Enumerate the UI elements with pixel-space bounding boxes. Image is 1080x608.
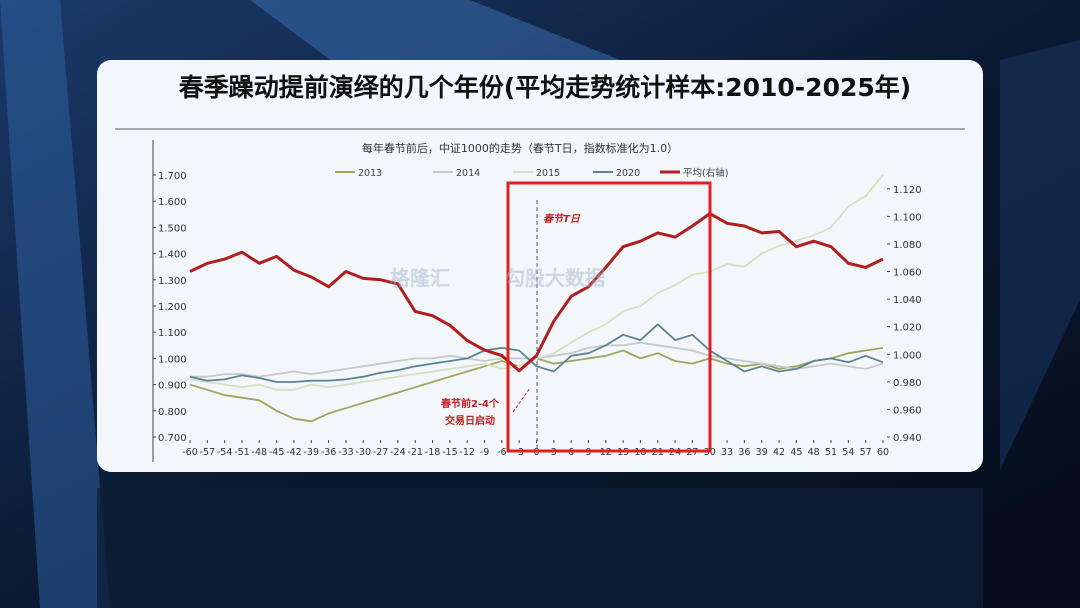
y-tick-label: 1.000 xyxy=(158,354,187,365)
x-tick-label: -6 xyxy=(497,447,506,458)
x-tick-label: -39 xyxy=(304,447,320,458)
y-tick-label: 1.400 xyxy=(158,250,187,261)
y-tick-label: 1.500 xyxy=(158,223,187,234)
y2-tick-label: 1.120 xyxy=(893,185,922,196)
x-tick-label: -30 xyxy=(355,447,371,458)
x-tick-label: 36 xyxy=(738,447,750,458)
x-tick-label: 33 xyxy=(721,447,733,458)
x-tick-label: -12 xyxy=(459,447,475,458)
x-tick-label: -18 xyxy=(425,447,441,458)
annotation: 交易日启动 xyxy=(445,414,495,427)
y2-tick-label: 0.980 xyxy=(893,378,922,389)
y-tick-label: 1.600 xyxy=(158,197,187,208)
y2-tick-label: 1.100 xyxy=(893,212,922,223)
highlight-box xyxy=(506,181,712,453)
annotation: 春节前2-4个 xyxy=(441,397,500,410)
x-tick-label: 48 xyxy=(808,447,820,458)
y2-tick-label: 1.040 xyxy=(893,295,922,306)
x-tick-label: -21 xyxy=(407,447,423,458)
x-tick-label: 54 xyxy=(842,447,854,458)
x-tick-label: -9 xyxy=(480,447,489,458)
x-tick-label: -60 xyxy=(182,447,198,458)
x-tick-label: 39 xyxy=(756,447,768,458)
legend-label: 2013 xyxy=(358,168,382,179)
bg-stripe xyxy=(1000,40,1080,470)
y-tick-label: 0.700 xyxy=(158,433,187,444)
x-tick-label: 51 xyxy=(825,447,837,458)
x-tick-label: -45 xyxy=(269,447,285,458)
watermark: 格隆汇 xyxy=(390,266,450,290)
x-tick-label: -54 xyxy=(217,447,233,458)
legend-label: 2020 xyxy=(616,168,640,179)
x-tick-label: -51 xyxy=(234,447,250,458)
y2-tick-label: 1.000 xyxy=(893,350,922,361)
watermark: 勾股大数据 xyxy=(505,266,605,290)
x-tick-label: -57 xyxy=(200,447,216,458)
y-tick-label: 1.700 xyxy=(158,171,187,182)
legend-label: 2015 xyxy=(536,168,560,179)
y-tick-label: 0.900 xyxy=(158,381,187,392)
y2-tick-label: 0.960 xyxy=(893,405,922,416)
annotation: 春节T日 xyxy=(543,213,581,225)
card-title: 春季躁动提前演绎的几个年份(平均走势统计样本:2010-2025年) xyxy=(179,73,911,102)
x-tick-label: -33 xyxy=(338,447,354,458)
y-tick-label: 1.300 xyxy=(158,276,187,287)
y2-tick-label: 1.060 xyxy=(893,268,922,279)
x-tick-label: -48 xyxy=(252,447,268,458)
x-tick-label: -24 xyxy=(390,447,406,458)
series-line xyxy=(189,323,884,383)
y2-tick-label: 1.080 xyxy=(893,240,922,251)
x-tick-label: -27 xyxy=(373,447,389,458)
bg-stripe xyxy=(250,0,620,60)
x-tick-label: -42 xyxy=(286,447,302,458)
y2-tick-label: 0.940 xyxy=(893,433,922,444)
x-tick-label: 45 xyxy=(790,447,802,458)
x-tick-label: -15 xyxy=(442,447,458,458)
y2-tick-label: 1.020 xyxy=(893,323,922,334)
legend-label: 平均(右轴) xyxy=(683,167,728,179)
legend-label: 2014 xyxy=(456,168,480,179)
bg-stripe xyxy=(0,0,110,608)
reflection xyxy=(97,488,983,608)
x-tick-label: -36 xyxy=(321,447,337,458)
x-tick-label: 42 xyxy=(773,447,785,458)
chart-title: 每年春节前后，中证1000的走势（春节T日，指数标准化为1.0） xyxy=(362,141,678,155)
x-tick-label: 57 xyxy=(860,447,872,458)
y-tick-label: 1.200 xyxy=(158,302,187,313)
x-tick-label: 60 xyxy=(877,447,889,458)
y-tick-label: 0.800 xyxy=(158,407,187,418)
series-line xyxy=(189,174,884,391)
card xyxy=(97,60,983,472)
y-tick-label: 1.100 xyxy=(158,328,187,339)
